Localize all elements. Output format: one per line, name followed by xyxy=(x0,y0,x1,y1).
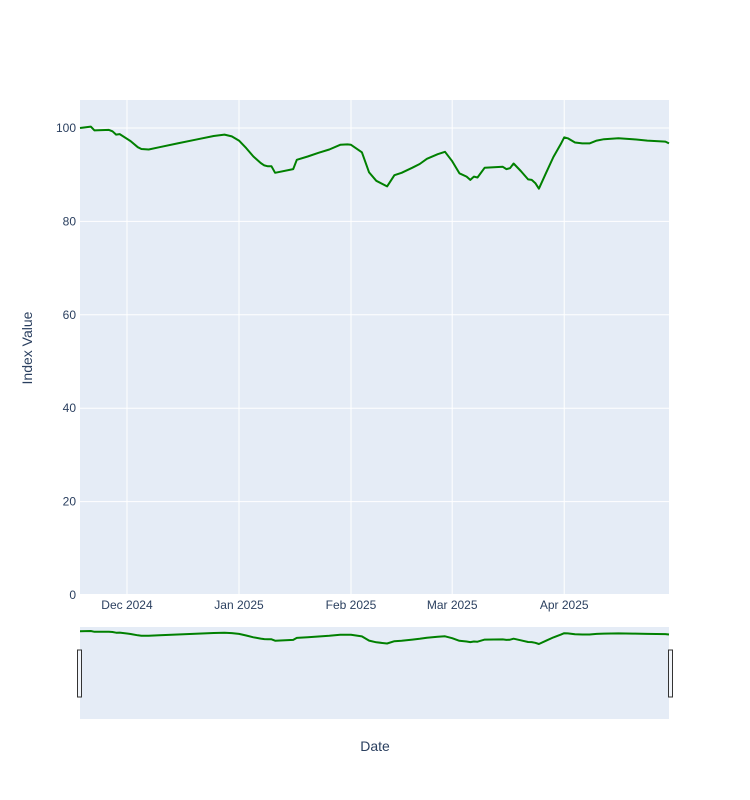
y-tick-label: 40 xyxy=(63,401,77,415)
range-slider-background xyxy=(80,627,669,719)
range-slider-left-handle[interactable] xyxy=(77,649,82,698)
range-slider[interactable] xyxy=(77,627,673,719)
y-tick-label: 100 xyxy=(56,121,76,135)
series-line xyxy=(79,125,670,190)
x-tick-label: Jan 2025 xyxy=(214,598,264,612)
range-slider-right-handle[interactable] xyxy=(668,649,673,698)
y-tick-labels: 0 20 40 60 80 100 xyxy=(56,121,76,602)
range-slider-series-layer xyxy=(79,630,670,645)
x-gridlines xyxy=(126,100,565,595)
plot-background xyxy=(80,100,669,595)
x-tick-label: Mar 2025 xyxy=(427,598,478,612)
y-tick-label: 80 xyxy=(63,214,77,228)
y-tick-label: 0 xyxy=(69,588,76,602)
x-tick-label: Feb 2025 xyxy=(326,598,377,612)
x-tick-label: Dec 2024 xyxy=(101,598,153,612)
x-tick-label: Apr 2025 xyxy=(540,598,589,612)
x-tick-labels: Dec 2024 Jan 2025 Feb 2025 Mar 2025 Apr 2025 xyxy=(101,598,589,612)
main-series-layer xyxy=(79,125,670,190)
x-axis-title: Date xyxy=(360,738,390,754)
y-tick-label: 20 xyxy=(63,495,77,509)
range-slider-series-line xyxy=(79,630,670,645)
y-axis-title: Index Value xyxy=(19,311,35,384)
y-gridlines xyxy=(80,127,669,596)
y-tick-label: 60 xyxy=(63,308,77,322)
